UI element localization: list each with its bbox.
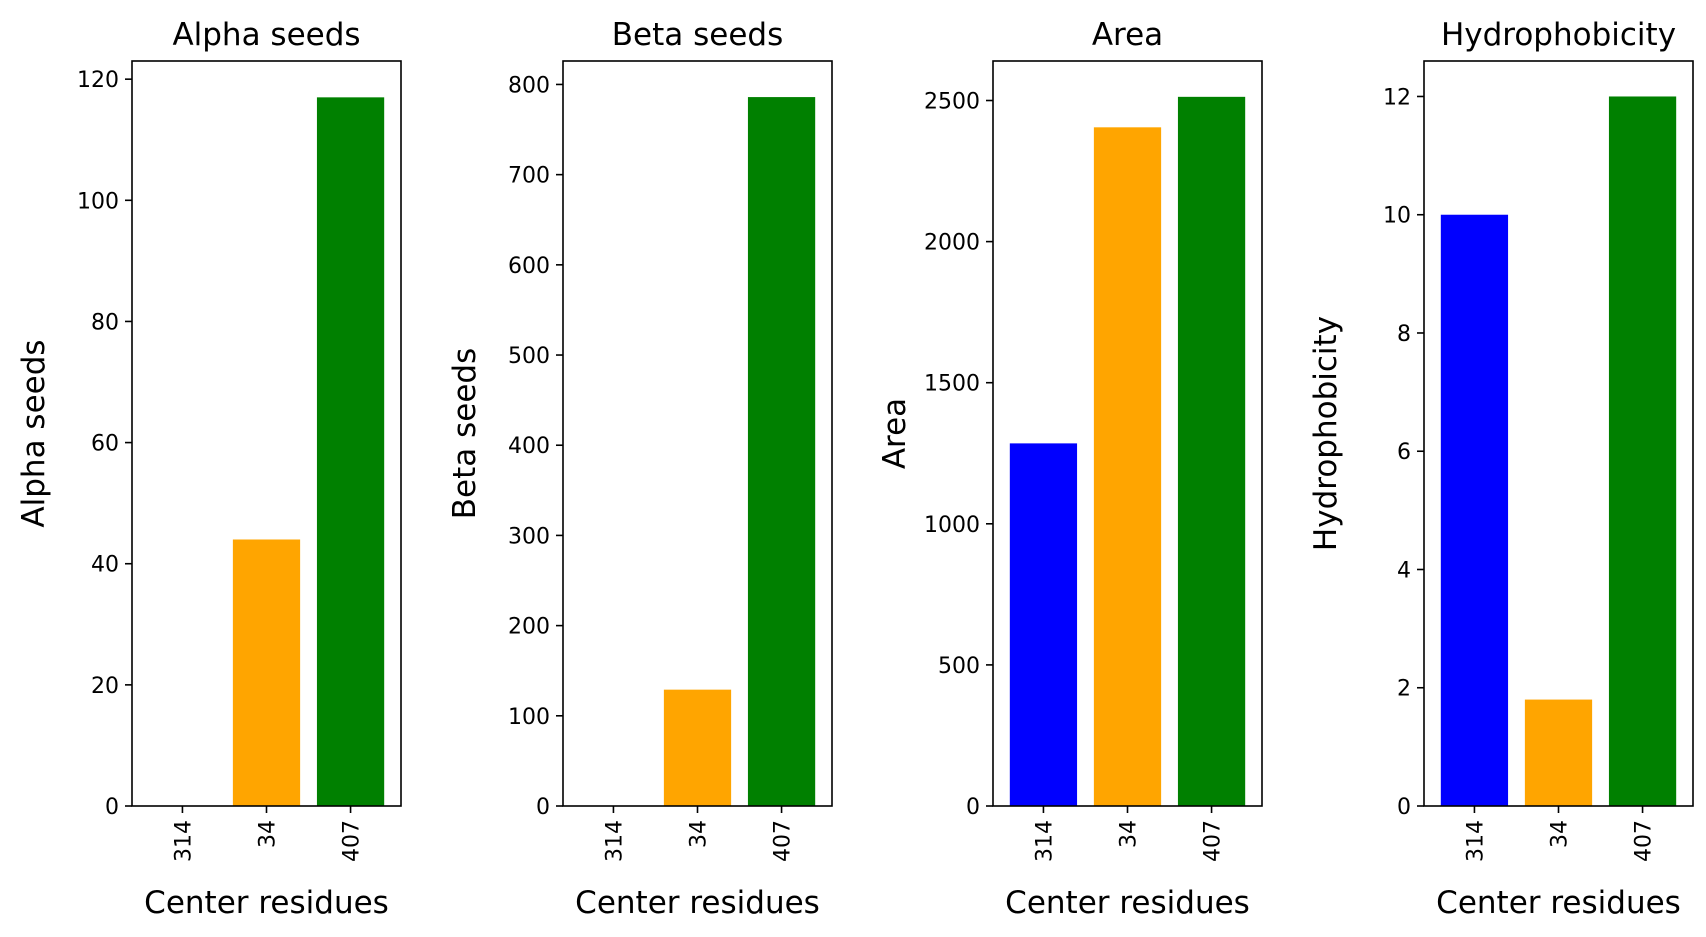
y-tick-label: 0: [536, 795, 550, 820]
x-tick-label: 407: [340, 820, 365, 862]
bar-34: [663, 689, 732, 806]
x-axis-label: Center residues: [1436, 885, 1681, 921]
y-axis-label: Alpha seeds: [16, 339, 52, 527]
y-tick-label: 2000: [924, 231, 980, 256]
bar-407: [1177, 96, 1246, 807]
y-tick-label: 2: [1397, 677, 1411, 702]
x-axis-label: Center residues: [1005, 885, 1250, 921]
x-tick-label: 407: [1201, 820, 1226, 862]
y-tick-label: 800: [508, 73, 550, 98]
y-tick-label: 700: [508, 164, 550, 189]
bar-314: [1440, 214, 1509, 806]
subplot-4: 0 2 4 6 8 10 12 314 34 407 Hydrophobicity Center re…: [1308, 17, 1694, 921]
y-tick-label: 10: [1383, 204, 1411, 229]
y-tick-label: 20: [91, 674, 119, 699]
x-tick-label: 314: [171, 820, 196, 862]
y-tick-label: 500: [508, 344, 550, 369]
subplot-1: 0 20 40 60 80 100 120 314 34 407 Alpha seeds Center…: [16, 17, 402, 921]
x-tick-label: 407: [1632, 820, 1657, 862]
y-tick-label: 40: [91, 553, 119, 578]
x-tick-label: 314: [1463, 820, 1488, 862]
x-axis-label: Center residues: [575, 885, 820, 921]
y-tick-label: 0: [966, 795, 980, 820]
subplot-3: 0 500 1000 1500 2000 2500 314 34 407 Area Center r…: [877, 17, 1263, 921]
bar-34: [1524, 699, 1593, 806]
bar-407: [747, 97, 816, 806]
x-axis-label: Center residues: [144, 885, 389, 921]
bar-34: [1093, 127, 1162, 806]
x-tick-label: 34: [1117, 820, 1142, 848]
x-tick-label: 34: [1548, 820, 1573, 848]
y-tick-label: 2500: [924, 90, 980, 115]
x-tick-label: 34: [256, 820, 281, 848]
chart-title: Beta seeds: [612, 17, 783, 53]
y-tick-label: 1500: [924, 372, 980, 397]
y-tick-label: 60: [91, 432, 119, 457]
y-axis-label: Beta seeds: [447, 348, 483, 519]
chart-title: Area: [1092, 17, 1163, 53]
chart-title: Alpha seeds: [172, 17, 360, 53]
y-tick-label: 300: [508, 524, 550, 549]
y-tick-label: 400: [508, 434, 550, 459]
bar-407: [1608, 96, 1677, 806]
y-tick-label: 6: [1397, 440, 1411, 465]
y-tick-label: 8: [1397, 322, 1411, 347]
chart-title: Hydrophobicity: [1441, 17, 1676, 53]
y-tick-label: 100: [77, 189, 119, 214]
y-tick-label: 0: [1397, 795, 1411, 820]
y-tick-label: 200: [508, 615, 550, 640]
x-tick-label: 407: [771, 820, 796, 862]
bar-34: [232, 539, 301, 806]
y-tick-label: 120: [77, 68, 119, 93]
bar-314: [1009, 443, 1078, 806]
y-tick-label: 1000: [924, 513, 980, 538]
y-axis-label: Hydrophobicity: [1308, 316, 1344, 551]
subplot-2: 0 100 200 300 400 500 600 700 800 314 34 407 Beta se…: [447, 17, 833, 921]
y-tick-label: 80: [91, 310, 119, 335]
y-axis-label: Area: [877, 398, 913, 469]
y-tick-label: 100: [508, 705, 550, 730]
y-tick-label: 500: [938, 654, 980, 679]
y-tick-label: 0: [105, 795, 119, 820]
x-tick-label: 314: [1032, 820, 1057, 862]
y-tick-label: 4: [1397, 558, 1411, 583]
bar-407: [316, 97, 385, 807]
x-tick-label: 314: [602, 820, 627, 862]
x-tick-label: 34: [687, 820, 712, 848]
y-tick-label: 12: [1383, 85, 1411, 110]
y-tick-label: 600: [508, 254, 550, 279]
